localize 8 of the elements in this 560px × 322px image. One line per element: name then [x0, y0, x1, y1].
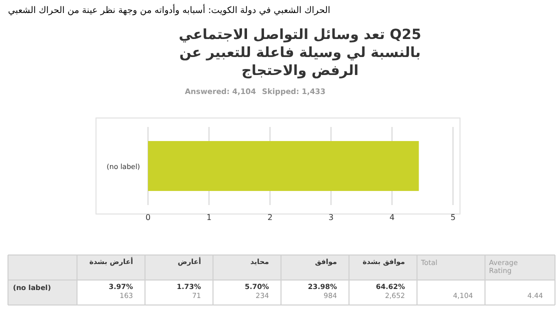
x-tick-label: 1: [206, 213, 212, 222]
chart-title: Q25 تعد وسائل التواصل الاجتماعي بالنسبة لي وسيلة فاعلة للتعبير عن الرفض والاحتجاج: [178, 26, 422, 80]
x-tick-label: 0: [145, 213, 151, 222]
x-tick-label: 5: [450, 213, 456, 222]
x-tick-label: 2: [267, 213, 273, 222]
x-tick-label: 4: [389, 213, 395, 222]
x-tick-label: 3: [328, 213, 334, 222]
chart-subtitle: الحراك الشعبي في دولة الكويت: أسبابه وأدواته من وجهة نظر عينة من الحراك الشعبي: [8, 6, 330, 16]
